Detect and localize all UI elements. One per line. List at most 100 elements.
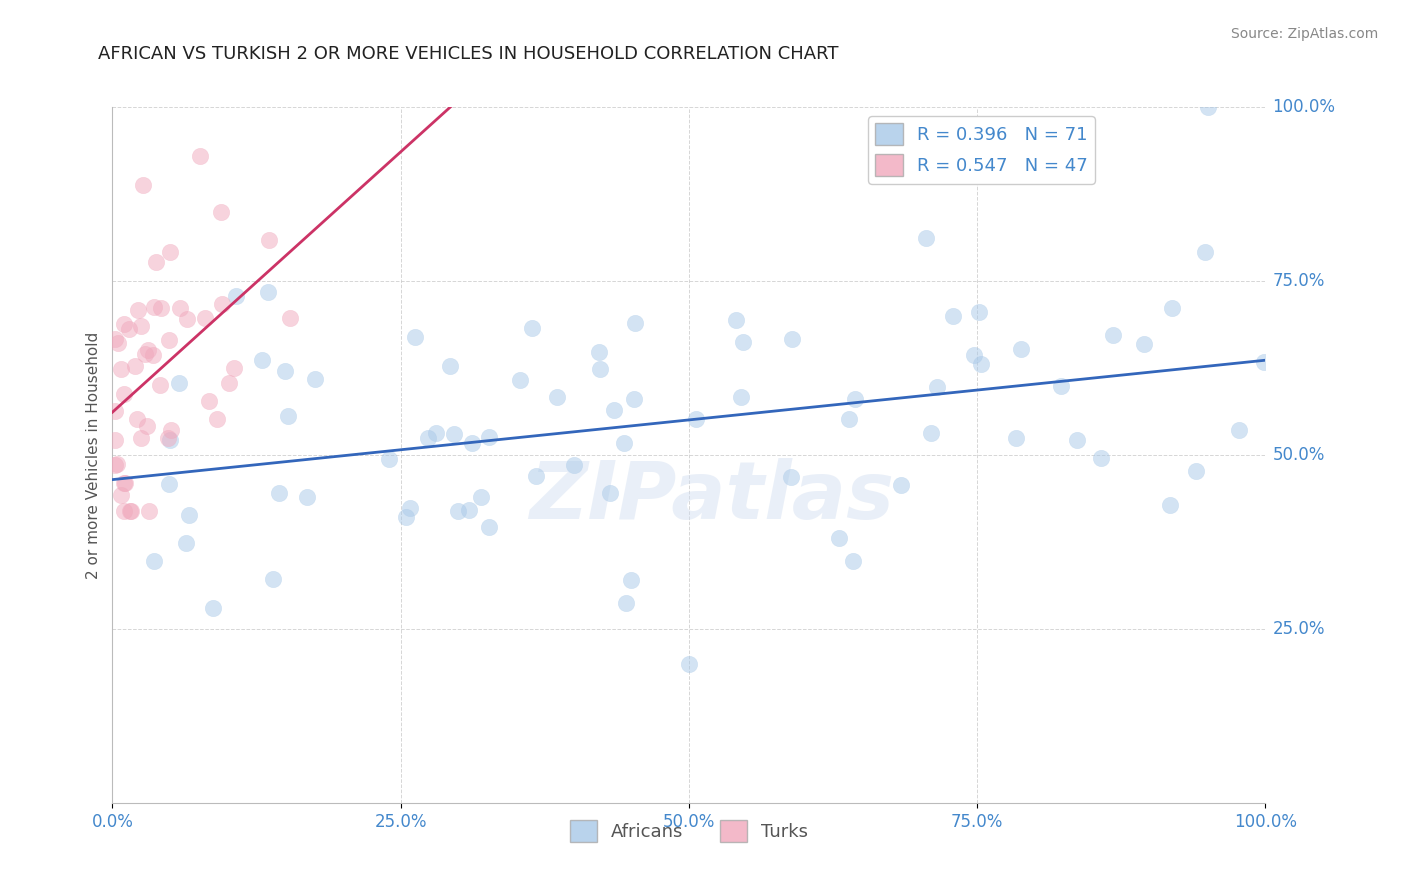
Point [730,390,752,404]
Point [425,426,447,441]
Point [209,204,232,219]
Point [256,285,278,299]
Point [942,309,965,323]
Point [589,362,612,376]
Point [524,468,547,483]
Point [157,476,180,491]
Point [112,317,135,331]
Point [623,392,645,406]
Point [378,452,401,467]
Point [104,403,127,417]
Point [842,554,865,568]
Point [599,486,621,500]
Point [1194,245,1216,260]
Point [157,333,180,347]
Point [224,360,246,375]
Point [105,457,128,471]
Point [1133,336,1156,351]
Point [1159,498,1181,512]
Point [461,436,484,450]
Point [159,423,181,437]
Point [250,353,273,368]
Point [145,254,167,268]
Point [129,319,152,334]
Point [174,535,197,549]
Point [257,233,280,247]
Point [614,596,637,610]
Point [1090,450,1112,465]
Point [125,412,148,426]
Point [1253,355,1275,369]
Point [838,412,860,426]
Point [509,373,531,387]
Point [278,311,301,326]
Point [149,301,172,316]
Point [194,311,217,326]
Y-axis label: 2 or more Vehicles in Household: 2 or more Vehicles in Household [86,331,101,579]
Point [844,392,866,407]
Point [169,301,191,315]
Point [620,573,643,587]
Point [678,657,700,671]
Point [731,335,754,350]
Point [118,503,141,517]
Point [188,148,211,162]
Point [118,322,141,336]
Point [112,386,135,401]
Point [1161,301,1184,315]
Point [107,336,129,351]
Point [1197,100,1219,114]
Point [156,431,179,445]
Point [129,432,152,446]
Point [143,554,166,568]
Point [443,426,465,441]
Point [149,377,172,392]
Point [398,500,420,515]
Point [110,488,132,502]
Point [262,572,284,586]
Point [920,425,942,440]
Point [416,431,439,445]
Point [304,372,326,386]
Point [470,490,492,504]
Text: ZIPatlas: ZIPatlas [530,458,894,536]
Point [967,305,990,319]
Point [1010,342,1032,356]
Point [546,390,568,404]
Point [588,344,610,359]
Point [970,357,993,371]
Point [725,313,748,327]
Point [562,458,585,473]
Point [915,231,938,245]
Point [274,364,297,378]
Point [176,311,198,326]
Point [124,359,146,373]
Point [404,330,426,344]
Point [211,297,233,311]
Point [136,343,159,358]
Point [297,490,319,504]
Point [112,503,135,517]
Point [1185,464,1208,478]
Text: 25.0%: 25.0% [1272,620,1324,638]
Point [685,412,707,426]
Point [269,485,291,500]
Point [142,348,165,362]
Text: AFRICAN VS TURKISH 2 OR MORE VEHICLES IN HOUSEHOLD CORRELATION CHART: AFRICAN VS TURKISH 2 OR MORE VEHICLES IN… [98,45,839,62]
Text: 75.0%: 75.0% [1272,272,1324,290]
Point [277,409,299,423]
Point [1004,431,1026,445]
Point [134,347,156,361]
Point [458,503,481,517]
Point [136,419,159,434]
Point [132,178,155,192]
Point [104,458,127,472]
Point [202,600,225,615]
Point [167,376,190,390]
Legend: Africans, Turks: Africans, Turks [562,813,815,849]
Point [1066,433,1088,447]
Point [828,532,851,546]
Point [477,430,499,444]
Point [138,503,160,517]
Point [963,348,986,362]
